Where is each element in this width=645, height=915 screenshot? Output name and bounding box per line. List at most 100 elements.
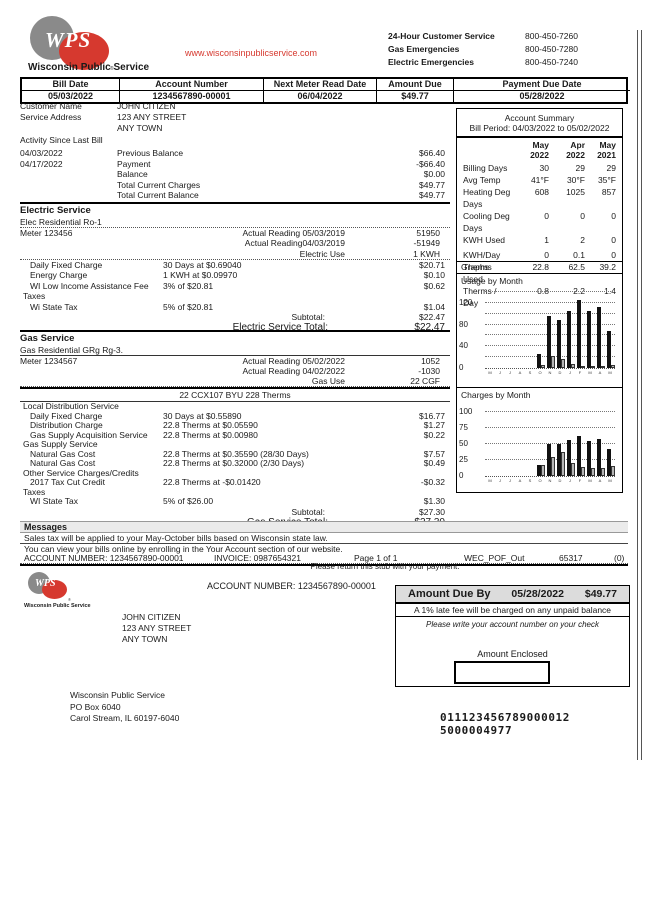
company-name: Wisconsin Public Service — [28, 62, 150, 73]
chart-title: Usage by Month — [461, 276, 523, 286]
bar-light — [571, 463, 575, 476]
registered-mark: ® — [110, 66, 114, 72]
summary-row: KWH/Day 0 0.1 0 — [463, 249, 616, 261]
charge-row: Distribution Charge 22.8 Therms at $0.055… — [20, 420, 450, 431]
bar-dark — [566, 311, 571, 368]
message-line-2: You can view your bills online by enroll… — [24, 544, 343, 554]
x-axis-tick-label: O — [538, 370, 542, 375]
bar-light — [541, 464, 545, 476]
summary-row: Cooling Deg Days 0 0 0 — [463, 210, 616, 234]
summary-value: 41°F — [530, 175, 549, 185]
payer-address-line: 123 ANY STREET — [122, 623, 192, 633]
contact-phone: 800-450-7260 — [525, 31, 578, 41]
summary-value: 30°F — [566, 175, 585, 185]
chart-gridline — [485, 427, 615, 429]
charge-row: Wi State Tax 5% of $20.81 $1.04 — [20, 302, 450, 312]
bar-light — [571, 364, 575, 368]
bill-header-value: 1234567890-00001 — [120, 91, 264, 102]
charge-detail: 5% of $20.81 — [163, 301, 214, 312]
bar-light — [551, 356, 555, 368]
reading-label: Actual Reading 04/02/2022 — [242, 366, 345, 376]
summary-row-label: KWH/Day — [463, 250, 501, 260]
gas-rate-class: Gas Residential GRg Rg-3. — [20, 345, 450, 356]
x-axis-tick-label: J — [569, 370, 571, 375]
activity-description: Payment — [117, 158, 151, 169]
stub-account-number: ACCOUNT NUMBER: 1234567890-00001 — [207, 581, 376, 591]
check-note: Please write your account number on your… — [426, 620, 599, 629]
contact-row: Electric Emergencies 800-450-7240 — [388, 56, 618, 69]
x-axis-tick-label: S — [528, 370, 532, 375]
reading-label: Actual Reading04/03/2019 — [244, 238, 345, 249]
meter-reading-row: Actual Reading 04/02/2022 -1030 — [20, 366, 450, 376]
summary-row-label: Avg Temp — [463, 175, 501, 185]
bar-light — [611, 466, 615, 476]
charge-amount: $16.77 — [419, 410, 445, 421]
meta-item: INVOICE: 0987654321 — [214, 553, 301, 563]
x-axis-tick-label: A — [518, 478, 522, 483]
y-axis-tick-label: 0 — [459, 363, 464, 372]
company-name-small: Wisconsin Public Service — [24, 603, 91, 609]
electric-subtotal-row: Subtotal: $22.47 — [20, 312, 450, 322]
x-axis-tick-label: M — [608, 370, 612, 375]
charge-amount: $0.22 — [423, 429, 445, 440]
x-axis-tick-label: J — [569, 478, 571, 483]
y-axis-tick-label: 0 — [459, 471, 464, 480]
charge-row: WI State Tax 5% of $26.00 $1.30 — [20, 496, 450, 507]
customer-name-label: Customer Name — [20, 101, 82, 111]
amount-enclosed-field[interactable] — [454, 661, 550, 684]
summary-table: May 2022 Apr 2022 May 2021 Billing Days 30 29… — [457, 138, 622, 309]
website-link[interactable]: www.wisconsinpublicservice.com — [185, 48, 318, 58]
bar-dark — [606, 449, 611, 476]
customer-name-row: Customer Name JOHN CITIZEN — [20, 101, 450, 112]
activity-row: Balance $0.00 — [20, 169, 450, 180]
summary-column-header: May 2021 — [597, 140, 616, 160]
summary-title-block: Account Summary Bill Period: 04/03/2022 … — [457, 109, 622, 133]
x-axis-tick-label: J — [499, 370, 501, 375]
summary-row-label: Cooling Deg Days — [463, 211, 510, 233]
x-axis-tick-label: N — [548, 370, 552, 375]
charge-detail: 30 Days at $0.69040 — [163, 259, 242, 270]
bill-header-column: Next Meter Read Date — [264, 79, 377, 91]
charge-amount: $0.10 — [423, 270, 445, 281]
amount-due-header: Amount Due By 05/28/2022 $49.77 — [396, 586, 629, 604]
charges-chart-plot: 0 25 50 75 100 M J J A S O N D J F M A M — [459, 407, 615, 483]
bar-dark — [576, 300, 581, 368]
charge-amount: -$0.32 — [420, 477, 445, 487]
meter-reading-row: Meter 1234567 Actual Reading 05/02/2022 10… — [20, 356, 450, 366]
remit-address-line: PO Box 6040 — [70, 701, 121, 712]
ocr-scanline: 011123456789000012 5000004977 — [440, 711, 571, 737]
x-axis-tick-label: O — [538, 478, 542, 483]
payer-address-line: ANY TOWN — [122, 634, 168, 644]
y-axis-tick-label: 120 — [459, 297, 473, 307]
summary-column-header: Apr 2022 — [566, 140, 585, 160]
summary-row-label: Therms / Day — [463, 286, 497, 308]
amount-due-by-label: Amount Due By — [408, 588, 491, 600]
activity-amount: $0.00 — [423, 169, 445, 180]
summary-value: 0.1 — [573, 250, 585, 260]
bar-dark — [606, 331, 611, 368]
chart-title: Charges by Month — [461, 390, 531, 400]
meter-reading-row: Meter 123456 Actual Reading 05/03/2019 519… — [20, 228, 450, 238]
summary-row: Avg Temp 41°F 30°F 35°F — [463, 174, 616, 186]
charge-name: Natural Gas Cost — [30, 458, 96, 468]
activity-row: Total Current Balance $49.77 — [20, 190, 450, 201]
meta-item: WEC_POF_Out — [464, 553, 525, 563]
summary-value: 0 — [611, 250, 616, 260]
bar-light — [591, 468, 595, 476]
bar-light — [561, 451, 565, 476]
service-address-line2: ANY TOWN — [117, 123, 163, 133]
bar-light — [581, 467, 585, 476]
bar-dark — [546, 444, 551, 476]
contact-label: Electric Emergencies — [388, 57, 474, 67]
registered-mark: ® — [68, 597, 71, 602]
meta-item: ACCOUNT NUMBER: 1234567890-00001 — [24, 553, 184, 563]
summary-value: 0 — [544, 211, 549, 221]
charge-row: Energy Charge 1 KWH at $0.09970 $0.10 — [20, 270, 450, 280]
perforation-edge — [637, 30, 642, 760]
bar-light — [611, 365, 615, 368]
summary-header-spacer — [463, 140, 513, 160]
activity-description: Previous Balance — [117, 148, 184, 158]
contact-phone: 800-450-7280 — [525, 44, 578, 54]
summary-value: 1 — [544, 235, 549, 245]
charge-group-heading: Taxes — [23, 291, 46, 302]
